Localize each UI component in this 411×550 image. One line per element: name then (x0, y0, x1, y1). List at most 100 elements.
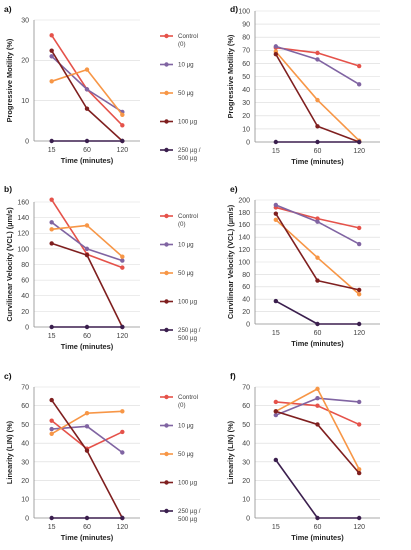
legend-label: 10 µg (178, 242, 194, 249)
y-tick-label: 200 (238, 197, 250, 204)
data-point (315, 139, 320, 145)
legend-label: Control (0) (178, 33, 198, 48)
legend-marker (164, 451, 169, 457)
legend-label-line: 10 µg (178, 242, 194, 249)
y-tick-label: 60 (21, 278, 29, 285)
x-axis-title: Time (minutes) (61, 156, 114, 165)
y-tick-label: 120 (238, 247, 250, 254)
x-axis-title: Time (minutes) (61, 342, 114, 351)
x-tick-label: 120 (116, 333, 128, 340)
y-tick-label: 10 (242, 497, 250, 504)
y-tick-label: 160 (17, 199, 29, 206)
data-point (356, 292, 362, 297)
data-point (356, 321, 362, 327)
y-tick-label: 160 (238, 222, 250, 229)
y-tick-label: 100 (17, 246, 29, 253)
legend-label: 10 µg (178, 62, 194, 69)
legend-label: Control (0) (178, 213, 198, 228)
legend-marker (164, 270, 169, 276)
y-tick-label: 80 (242, 272, 250, 279)
x-axis-title: Time (minutes) (291, 339, 344, 348)
legend-marker (164, 33, 169, 39)
x-tick-label: 15 (48, 524, 56, 531)
legend-label-line: 100 µg (178, 119, 198, 126)
legend-marker (164, 327, 169, 333)
legend-label-line: 10 µg (178, 62, 194, 69)
data-point (49, 426, 54, 432)
y-tick-label: 100 (238, 259, 250, 266)
x-tick-label: 60 (314, 330, 322, 337)
data-point (120, 258, 125, 263)
y-tick-label: 120 (17, 231, 29, 238)
data-point (315, 515, 320, 521)
y-tick-label: 140 (238, 235, 250, 242)
data-point (120, 254, 125, 259)
legend-label-line: Control (178, 394, 198, 401)
data-point (273, 44, 279, 49)
y-tick-label: 40 (21, 441, 29, 448)
data-point (49, 227, 54, 232)
legend-marker (164, 299, 169, 304)
panel-label: b) (4, 184, 12, 194)
legend-label: 100 µg (178, 299, 198, 306)
data-point (84, 448, 90, 453)
data-point (49, 241, 54, 246)
data-point (356, 422, 362, 427)
x-tick-label: 15 (272, 330, 280, 337)
legend-label-line: 500 µg (178, 155, 198, 162)
y-tick-label: 40 (242, 297, 250, 304)
x-axis-title: Time (minutes) (291, 533, 344, 542)
y-tick-label: 90 (242, 22, 250, 29)
y-tick-label: 20 (242, 478, 250, 485)
chart-panel-f: f) 0 10 20 30 40 50 60 70 15 60 120 Time (minutes) Li… (226, 371, 380, 542)
data-point (273, 52, 279, 57)
y-tick-label: 100 (238, 8, 250, 15)
legend-label: 250 µg /500 µg (178, 147, 201, 162)
legend-label-line: Control (178, 33, 198, 40)
y-tick-label: 20 (242, 309, 250, 316)
y-tick-label: 140 (17, 215, 29, 222)
data-point (273, 217, 279, 223)
data-point (84, 106, 90, 111)
x-tick-label: 60 (83, 333, 91, 340)
x-tick-label: 60 (83, 524, 91, 531)
y-tick-label: 30 (242, 100, 250, 107)
y-tick-label: 60 (242, 61, 250, 68)
legend-label: 50 µg (178, 90, 194, 97)
data-point (120, 429, 125, 435)
data-point (273, 399, 279, 405)
data-point (84, 138, 90, 144)
y-tick-label: 70 (21, 384, 29, 391)
data-point (120, 123, 125, 128)
data-point (315, 97, 320, 103)
series-line (275, 300, 360, 325)
legend-label-line: 100 µg (178, 299, 198, 306)
data-point (49, 33, 54, 38)
y-tick-label: 20 (21, 58, 29, 65)
legend-marker (164, 508, 169, 514)
y-axis-title: Progressive Motility (%) (226, 34, 235, 118)
y-tick-label: 10 (21, 98, 29, 105)
y-tick-label: 70 (242, 48, 250, 55)
legend-label-line: 250 µg / (178, 147, 201, 154)
data-point (315, 50, 320, 56)
y-axis-title: Linearity (LIN) (%) (5, 420, 14, 484)
series-line (51, 55, 123, 113)
x-tick-label: 15 (272, 148, 280, 155)
panel-label: d) (230, 4, 238, 14)
data-point (84, 424, 90, 429)
data-point (84, 252, 90, 258)
chart-panel-d: d) 0 10 20 30 40 50 60 70 80 90 100 15 60 120 Time (min… (226, 4, 380, 166)
data-point (315, 386, 320, 392)
data-point (356, 470, 362, 476)
data-point (49, 515, 54, 521)
data-point (49, 79, 54, 84)
data-point (120, 515, 125, 521)
data-point (356, 225, 362, 231)
y-tick-label: 20 (21, 309, 29, 316)
series-line (51, 399, 124, 519)
panel-label: c) (4, 371, 12, 381)
data-point (84, 411, 90, 416)
